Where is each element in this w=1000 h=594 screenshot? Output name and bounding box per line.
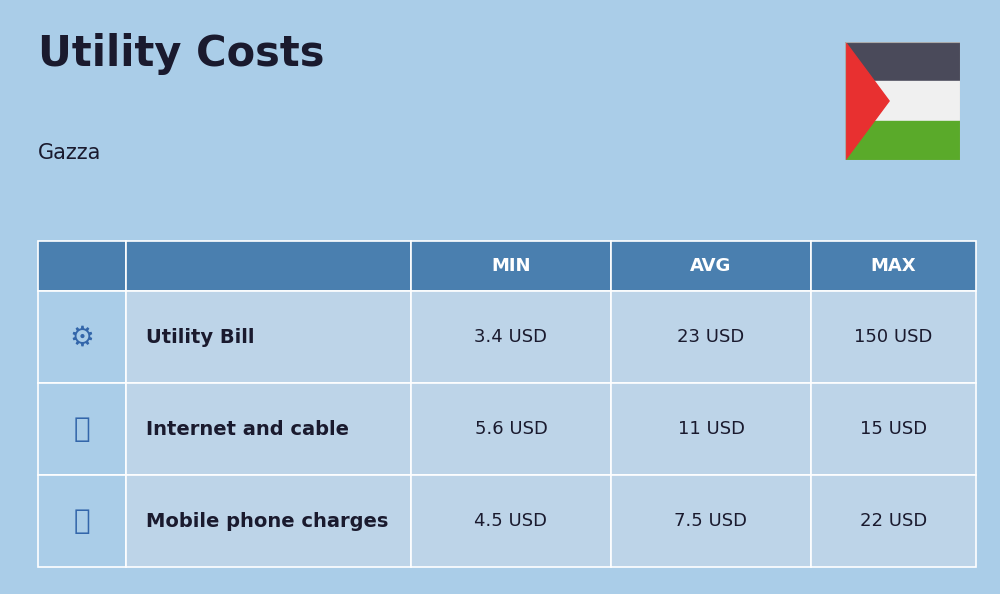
Text: Utility Costs: Utility Costs: [38, 33, 324, 75]
FancyBboxPatch shape: [126, 475, 411, 567]
FancyBboxPatch shape: [811, 241, 976, 291]
FancyBboxPatch shape: [811, 475, 976, 567]
FancyBboxPatch shape: [611, 241, 811, 291]
FancyBboxPatch shape: [811, 383, 976, 475]
Text: 4.5 USD: 4.5 USD: [475, 512, 548, 530]
Text: Utility Bill: Utility Bill: [146, 328, 254, 346]
Text: 5.6 USD: 5.6 USD: [475, 420, 547, 438]
Text: ⚙: ⚙: [70, 323, 94, 351]
Text: 23 USD: 23 USD: [677, 328, 745, 346]
Text: MIN: MIN: [491, 257, 531, 275]
FancyBboxPatch shape: [411, 475, 611, 567]
FancyBboxPatch shape: [411, 383, 611, 475]
Text: Gazza: Gazza: [38, 143, 101, 163]
Text: Internet and cable: Internet and cable: [146, 420, 349, 438]
Text: 150 USD: 150 USD: [854, 328, 933, 346]
Polygon shape: [845, 42, 889, 160]
Bar: [845, 81, 960, 121]
FancyBboxPatch shape: [126, 383, 411, 475]
FancyBboxPatch shape: [611, 475, 811, 567]
FancyBboxPatch shape: [126, 291, 411, 383]
Text: 📶: 📶: [74, 415, 90, 443]
Text: 📱: 📱: [74, 507, 90, 535]
FancyBboxPatch shape: [38, 383, 126, 475]
Text: MAX: MAX: [871, 257, 916, 275]
Bar: [845, 121, 960, 160]
Text: AVG: AVG: [690, 257, 732, 275]
FancyBboxPatch shape: [38, 241, 126, 291]
FancyBboxPatch shape: [811, 291, 976, 383]
Text: 22 USD: 22 USD: [860, 512, 927, 530]
FancyBboxPatch shape: [611, 383, 811, 475]
Bar: [845, 42, 960, 81]
Text: Mobile phone charges: Mobile phone charges: [146, 512, 388, 530]
FancyBboxPatch shape: [411, 241, 611, 291]
Text: 11 USD: 11 USD: [678, 420, 744, 438]
Text: 15 USD: 15 USD: [860, 420, 927, 438]
FancyBboxPatch shape: [38, 291, 126, 383]
FancyBboxPatch shape: [38, 475, 126, 567]
FancyBboxPatch shape: [126, 241, 411, 291]
Text: 7.5 USD: 7.5 USD: [674, 512, 748, 530]
FancyBboxPatch shape: [611, 291, 811, 383]
Text: 3.4 USD: 3.4 USD: [475, 328, 548, 346]
FancyBboxPatch shape: [411, 291, 611, 383]
